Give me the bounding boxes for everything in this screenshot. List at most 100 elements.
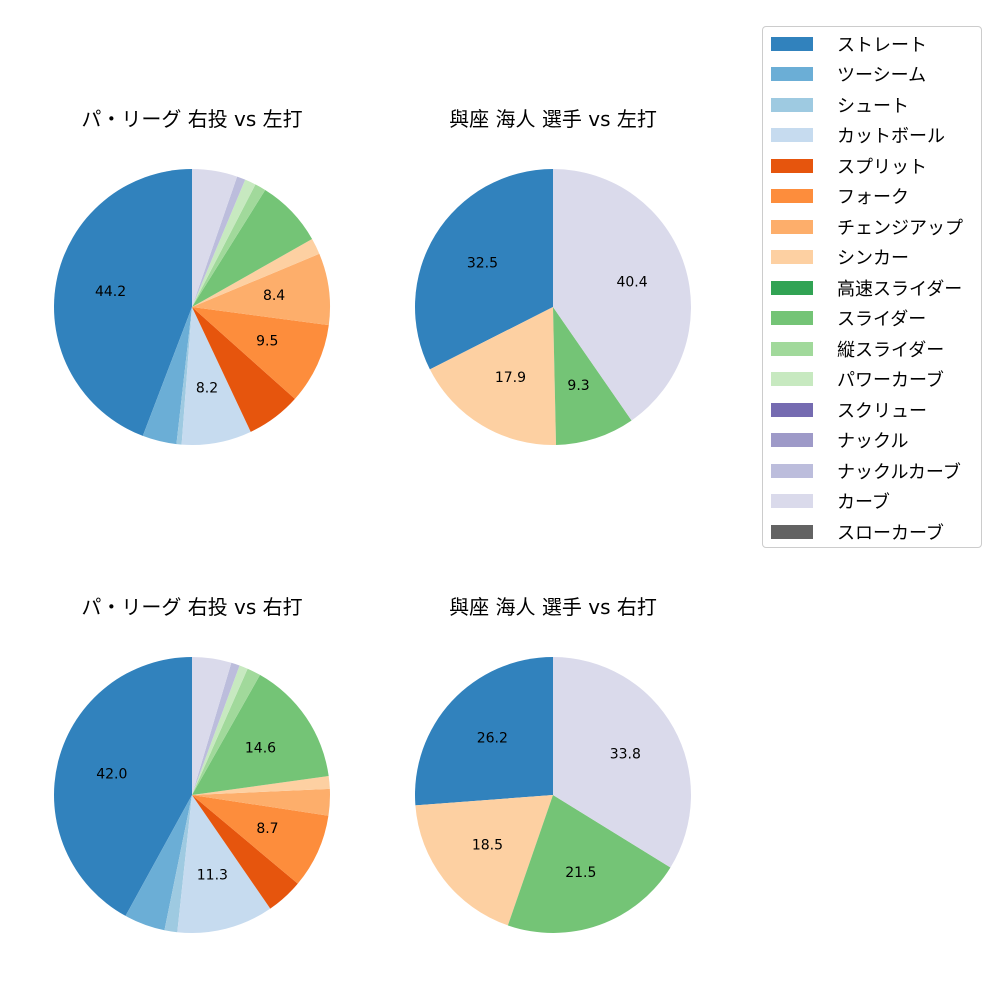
pie-slice	[192, 795, 298, 909]
pie-slice	[192, 307, 295, 432]
pie-slice	[192, 176, 246, 307]
legend-item: 高速スライダー	[771, 278, 963, 300]
legend-label: カットボール	[837, 126, 945, 147]
pie-slice	[192, 179, 256, 307]
pie-slice	[192, 657, 232, 795]
pie-slice	[507, 795, 671, 934]
legend-swatch	[771, 220, 813, 234]
legend-label: チェンジアップ	[837, 218, 963, 239]
pie-slice	[192, 239, 320, 307]
legend-swatch	[771, 128, 813, 142]
chart-title: パ・リーグ 右投 vs 左打	[81, 107, 303, 131]
slice-value-label: 33.8	[610, 747, 641, 763]
pie-slice	[192, 190, 313, 307]
legend-label: シンカー	[837, 248, 909, 269]
legend-label: ナックル	[837, 431, 909, 452]
slice-value-label: 11.3	[197, 867, 228, 883]
legend-swatch	[771, 342, 813, 356]
legend-swatch	[771, 98, 813, 112]
pie-slice	[192, 668, 260, 795]
legend-item: パワーカーブ	[771, 369, 944, 391]
pie-slice	[192, 169, 238, 307]
legend-item: スローカーブ	[771, 522, 944, 544]
slice-value-label: 21.5	[565, 865, 596, 881]
slice-value-label: 42.0	[96, 766, 127, 782]
slice-value-label: 14.6	[245, 740, 276, 756]
legend-item: フォーク	[771, 186, 909, 208]
legend-swatch	[771, 159, 813, 173]
legend-item: カットボール	[771, 125, 945, 147]
pie-slice	[192, 662, 240, 795]
slice-value-label: 8.7	[256, 821, 278, 837]
legend-label: ナックルカーブ	[837, 462, 961, 483]
legend-swatch	[771, 67, 813, 81]
slice-value-label: 9.3	[567, 378, 589, 394]
legend-label: カーブ	[837, 492, 890, 513]
legend-item: シュート	[771, 95, 909, 117]
pie-slice	[192, 795, 329, 884]
pie-slice	[181, 307, 251, 445]
pie-slice	[429, 307, 557, 446]
pie-slice	[553, 657, 692, 868]
legend-label: 高速スライダー	[837, 279, 963, 300]
legend-label: フォーク	[837, 187, 909, 208]
pie-slice	[164, 795, 192, 933]
legend-swatch	[771, 189, 813, 203]
pie-slice	[53, 169, 193, 436]
legend-swatch	[771, 281, 813, 295]
legend-item: 縦スライダー	[771, 339, 945, 361]
legend-swatch	[771, 494, 813, 508]
slice-value-label: 32.5	[467, 256, 498, 272]
pie-slice	[415, 795, 553, 926]
pie-slice	[54, 657, 193, 916]
legend-swatch	[771, 433, 813, 447]
slice-value-label: 9.5	[256, 334, 278, 350]
chart-title: パ・リーグ 右投 vs 右打	[81, 595, 303, 619]
legend-item: チェンジアップ	[771, 217, 963, 239]
pie-slice	[553, 169, 691, 421]
pie-slice	[192, 253, 330, 326]
pie-slice	[177, 795, 271, 933]
legend-label: ストレート	[837, 35, 927, 56]
legend-swatch	[771, 525, 813, 539]
legend-swatch	[771, 464, 813, 478]
legend-item: スプリット	[771, 156, 927, 178]
pie-slice	[192, 184, 266, 307]
chart-title: 與座 海人 選手 vs 右打	[449, 595, 657, 619]
legend-label: シュート	[837, 96, 909, 117]
slice-value-label: 40.4	[616, 274, 647, 290]
slice-value-label: 8.2	[196, 380, 218, 396]
pie-slice	[192, 665, 248, 795]
legend-swatch	[771, 250, 813, 264]
legend-item: シンカー	[771, 247, 909, 269]
legend-item: カーブ	[771, 491, 890, 513]
slice-value-label: 17.9	[495, 370, 526, 386]
pie-slice	[192, 674, 329, 795]
chart-title: 與座 海人 選手 vs 左打	[449, 107, 657, 131]
pie-slice	[553, 307, 632, 445]
legend-swatch	[771, 372, 813, 386]
slice-value-label: 44.2	[95, 284, 126, 300]
pie-slice	[125, 795, 192, 931]
pie-slice	[192, 788, 330, 816]
legend-label: パワーカーブ	[837, 370, 944, 391]
legend-label: スローカーブ	[837, 523, 944, 544]
legend-swatch	[771, 403, 813, 417]
legend-swatch	[771, 311, 813, 325]
slice-value-label: 18.5	[472, 838, 503, 854]
pie-slice	[415, 657, 553, 806]
legend-label: スライダー	[837, 309, 927, 330]
legend-item: ツーシーム	[771, 64, 926, 86]
pie-slice	[142, 307, 192, 445]
legend-label: 縦スライダー	[837, 340, 945, 361]
legend: ストレート ツーシーム シュート カットボール スプリット フォーク チェンジア…	[762, 26, 982, 548]
legend-label: スクリュー	[837, 401, 927, 422]
pie-slice	[176, 307, 192, 445]
legend-item: ストレート	[771, 34, 927, 56]
legend-label: スプリット	[837, 157, 927, 178]
pie-slice	[192, 775, 330, 795]
pie-slice	[192, 307, 329, 399]
